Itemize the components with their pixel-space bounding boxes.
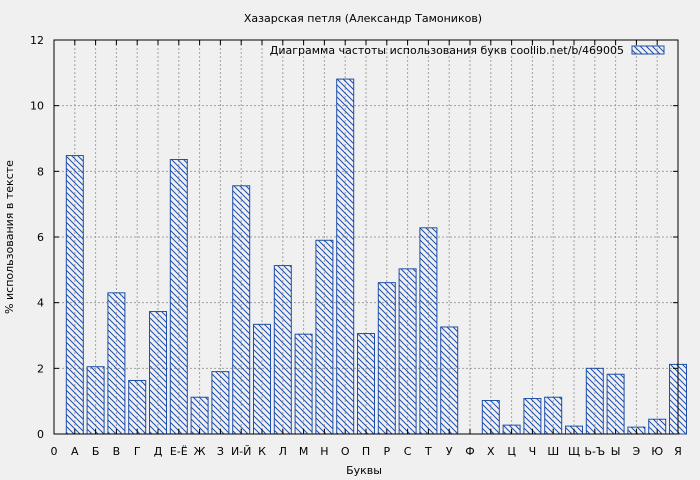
bar — [315, 239, 334, 435]
x-tick-label: Ф — [465, 445, 474, 458]
x-tick-label: Е-Ё — [170, 445, 188, 458]
x-tick-label: С — [404, 445, 412, 458]
x-tick-label: А — [71, 445, 79, 458]
x-axis-label: Буквы — [346, 464, 382, 477]
bar — [481, 400, 500, 435]
x-tick-label: Ш — [547, 445, 559, 458]
x-tick-label: Б — [92, 445, 100, 458]
x-tick-label: Т — [424, 445, 432, 458]
bar — [149, 311, 167, 435]
bar — [606, 373, 625, 435]
x-tick-label: Ц — [507, 445, 516, 458]
chart-title: Хазарская петля (Александр Тамоников) — [244, 12, 482, 25]
y-axis: 0 2 4 6 8 10 12 — [30, 34, 678, 441]
bar — [190, 396, 209, 435]
x-tick-label: Ь-Ъ — [584, 445, 605, 458]
x-tick-label: Р — [383, 445, 390, 458]
x-tick-label: У — [446, 445, 453, 458]
x-tick-label: 0 — [51, 445, 58, 458]
x-tick-label: Э — [633, 445, 641, 458]
bar — [544, 396, 563, 435]
bar — [107, 292, 126, 435]
bar — [398, 268, 417, 435]
bar — [65, 155, 84, 435]
x-axis: 0 А Б В Г Д Е-Ё Ж З И-Й К Л М Н О П Р С Т У Ф Х Ц Ч Ш Щ Ь-Ъ Ы Э Ю Я — [51, 40, 682, 458]
bar — [440, 326, 459, 435]
x-tick-label: Х — [487, 445, 495, 458]
bar — [585, 367, 604, 435]
legend-swatch — [631, 45, 665, 55]
x-tick-label: Ж — [194, 445, 206, 458]
bar — [211, 371, 230, 435]
x-tick-label: О — [341, 445, 350, 458]
x-tick-label: Ы — [611, 445, 621, 458]
x-tick-label: Д — [154, 445, 163, 458]
bar — [253, 323, 271, 435]
y-axis-label: % использования в тексте — [3, 160, 16, 314]
bars — [65, 78, 687, 435]
x-tick-label: Л — [279, 445, 287, 458]
y-tick-label: 10 — [30, 100, 44, 113]
y-tick-label: 4 — [37, 297, 44, 310]
x-tick-label: И-Й — [231, 445, 251, 458]
x-tick-label: Г — [134, 445, 141, 458]
x-tick-label: Н — [320, 445, 328, 458]
y-tick-label: 0 — [37, 428, 44, 441]
bar — [294, 333, 313, 435]
bar — [419, 227, 438, 435]
x-tick-label: Я — [674, 445, 682, 458]
bar — [128, 379, 147, 435]
bar — [86, 366, 105, 435]
x-tick-label: Щ — [568, 445, 580, 458]
y-tick-label: 8 — [37, 165, 44, 178]
y-tick-label: 12 — [30, 34, 44, 47]
x-tick-label: Ч — [529, 445, 537, 458]
bar — [169, 159, 188, 435]
bar — [377, 282, 396, 435]
x-tick-label: К — [258, 445, 266, 458]
bar — [336, 78, 355, 435]
x-tick-label: З — [217, 445, 224, 458]
x-tick-label: Ю — [651, 445, 663, 458]
x-tick-label: П — [362, 445, 370, 458]
legend: Диаграмма частоты использования букв coo… — [270, 44, 665, 57]
bar — [273, 265, 292, 435]
x-tick-label: В — [113, 445, 121, 458]
bar — [523, 398, 542, 435]
y-tick-label: 2 — [37, 362, 44, 375]
x-tick-label: М — [299, 445, 309, 458]
y-tick-label: 6 — [37, 231, 44, 244]
legend-label: Диаграмма частоты использования букв coo… — [270, 44, 624, 57]
bar — [232, 185, 251, 435]
bar — [357, 333, 375, 435]
